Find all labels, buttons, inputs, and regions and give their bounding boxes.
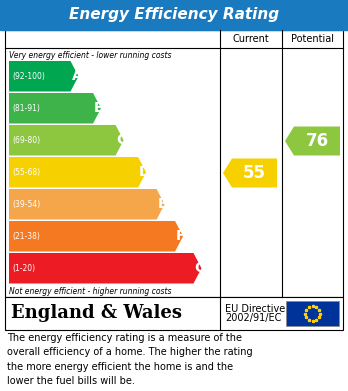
Text: Potential: Potential — [291, 34, 334, 44]
Text: G: G — [195, 261, 206, 275]
Polygon shape — [9, 61, 79, 91]
Polygon shape — [9, 157, 146, 188]
Text: Not energy efficient - higher running costs: Not energy efficient - higher running co… — [9, 287, 172, 296]
Text: A: A — [71, 69, 82, 83]
Text: F: F — [176, 229, 185, 243]
Text: E: E — [158, 197, 167, 211]
Text: Current: Current — [232, 34, 269, 44]
Polygon shape — [285, 127, 340, 156]
Text: (55-68): (55-68) — [12, 168, 40, 177]
Text: (21-38): (21-38) — [12, 232, 40, 241]
Polygon shape — [9, 125, 124, 156]
Text: (92-100): (92-100) — [12, 72, 45, 81]
Bar — [286, 301, 339, 326]
Text: (1-20): (1-20) — [12, 264, 35, 273]
Text: Very energy efficient - lower running costs: Very energy efficient - lower running co… — [9, 51, 172, 60]
Bar — [5, 297, 343, 330]
Text: (39-54): (39-54) — [12, 200, 40, 209]
Text: D: D — [139, 165, 151, 179]
Text: B: B — [94, 101, 105, 115]
Text: (69-80): (69-80) — [12, 136, 40, 145]
Polygon shape — [9, 93, 101, 124]
Polygon shape — [223, 158, 277, 188]
Polygon shape — [9, 253, 201, 283]
Polygon shape — [9, 221, 183, 251]
Text: The energy efficiency rating is a measure of the
overall efficiency of a home. T: The energy efficiency rating is a measur… — [7, 333, 253, 386]
Text: 76: 76 — [306, 132, 329, 150]
Text: 2002/91/EC: 2002/91/EC — [225, 314, 282, 323]
Text: C: C — [117, 133, 127, 147]
Text: Energy Efficiency Rating: Energy Efficiency Rating — [69, 7, 279, 23]
Text: 55: 55 — [243, 164, 266, 182]
Polygon shape — [9, 189, 165, 219]
Bar — [0, 0, 348, 30]
Text: EU Directive: EU Directive — [225, 303, 285, 314]
Text: England & Wales: England & Wales — [11, 305, 182, 323]
Text: (81-91): (81-91) — [12, 104, 40, 113]
Bar — [5, 30, 343, 297]
